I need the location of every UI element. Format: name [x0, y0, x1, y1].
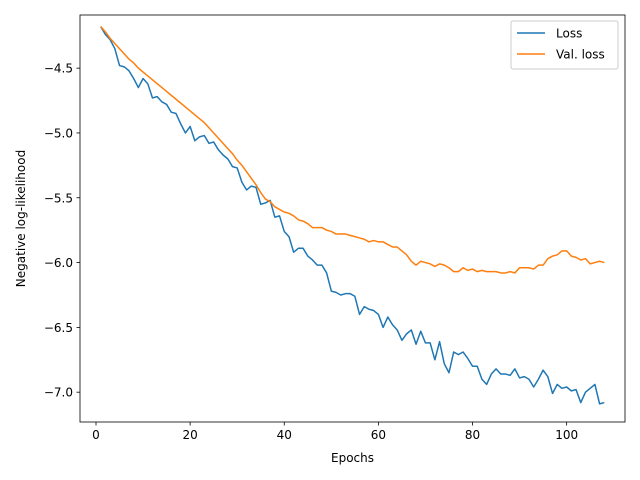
y-tick-label: −4.5	[44, 62, 73, 76]
y-tick-label: −6.0	[44, 256, 73, 270]
x-tick-label: 0	[92, 428, 100, 442]
x-tick-label: 80	[465, 428, 480, 442]
y-axis: −4.5 −5.0 −5.5 −6.0 −6.5 −7.0	[44, 62, 80, 400]
x-axis: 0 20 40 60 80 100	[92, 422, 578, 442]
x-axis-label: Epochs	[331, 451, 374, 465]
series-line-val-loss	[100, 26, 605, 274]
y-tick-label: −5.5	[44, 191, 73, 205]
legend-label-loss: Loss	[556, 27, 582, 41]
x-tick-label: 20	[182, 428, 197, 442]
axes-frame	[79, 14, 626, 423]
x-tick-label: 100	[555, 428, 578, 442]
series-line-loss	[100, 26, 605, 405]
x-tick-label: 60	[371, 428, 386, 442]
y-axis-label: Negative log-likelihood	[14, 150, 28, 287]
legend: Loss Val. loss	[510, 20, 619, 70]
y-tick-label: −5.0	[44, 126, 73, 140]
plot-area	[100, 26, 605, 405]
x-tick-label: 40	[277, 428, 292, 442]
y-tick-label: −7.0	[44, 386, 73, 400]
y-tick-label: −6.5	[44, 321, 73, 335]
legend-label-val-loss: Val. loss	[556, 48, 605, 62]
